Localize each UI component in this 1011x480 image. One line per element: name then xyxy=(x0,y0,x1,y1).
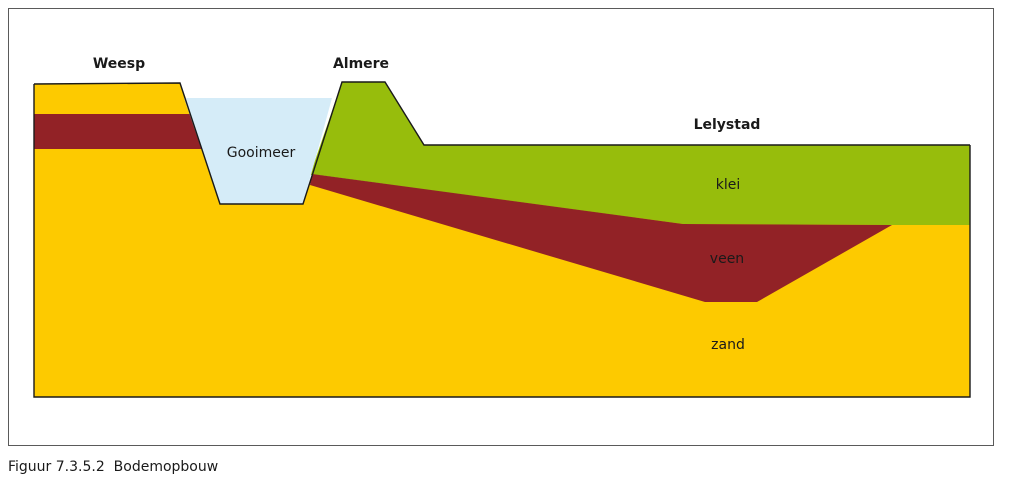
figure-number: Figuur 7.3.5.2 xyxy=(8,459,105,475)
gooimeer-water xyxy=(184,98,332,204)
label-almere: Almere xyxy=(333,56,389,72)
figure-title: Bodemopbouw xyxy=(113,459,219,475)
outline-base xyxy=(33,84,971,398)
label-lelystad: Lelystad xyxy=(694,117,761,133)
klei-layer xyxy=(310,82,970,225)
soil-profile-diagram: Weesp Almere Lelystad Gooimeer klei veen… xyxy=(33,56,971,398)
label-weesp: Weesp xyxy=(93,56,145,72)
label-veen: veen xyxy=(710,251,744,267)
figure-frame xyxy=(8,8,994,446)
outline-weesp-slope xyxy=(33,81,970,205)
veen-layer-lelystad xyxy=(310,174,892,302)
veen-layer-weesp xyxy=(34,114,202,149)
label-klei: klei xyxy=(716,177,741,193)
zand-top-weesp xyxy=(34,83,192,114)
label-gooimeer: Gooimeer xyxy=(227,145,296,161)
outlines xyxy=(33,81,971,398)
figure-caption: Figuur 7.3.5.2 Bodemopbouw xyxy=(8,459,218,475)
label-zand: zand xyxy=(711,337,745,353)
